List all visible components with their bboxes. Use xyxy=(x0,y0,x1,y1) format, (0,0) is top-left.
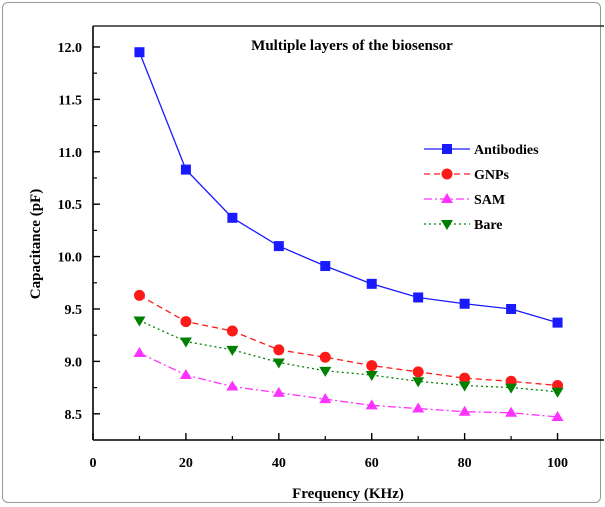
data-point-sam xyxy=(551,410,564,421)
data-point-gnps xyxy=(459,372,471,384)
y-tick-label: 9.5 xyxy=(65,303,83,318)
data-point-antibodies xyxy=(227,212,238,223)
data-point-bare xyxy=(551,387,564,398)
data-point-gnps xyxy=(226,325,238,337)
y-tick-label: 9.0 xyxy=(65,355,83,370)
data-point-bare xyxy=(412,377,425,388)
data-point-antibodies xyxy=(366,278,377,289)
series-line-gnps xyxy=(139,294,558,387)
series-line-antibodies xyxy=(138,51,558,324)
data-point-sam xyxy=(319,393,332,404)
series-line-sam xyxy=(139,352,558,418)
y-tick-label: 12.0 xyxy=(58,41,83,56)
data-point-gnps xyxy=(133,289,145,301)
y-tick-label: 8.5 xyxy=(65,408,83,423)
data-point-antibodies xyxy=(273,241,284,252)
data-point-sam xyxy=(133,347,146,358)
legend: Antibodies GNPs SAM Bare xyxy=(424,143,539,233)
data-point-bare xyxy=(365,371,378,382)
data-point-sam xyxy=(412,402,425,413)
x-tick-label: 40 xyxy=(272,456,286,471)
legend-label: GNPs xyxy=(474,168,510,183)
data-point-sam xyxy=(505,406,518,417)
y-axis-title: Capacitance (pF) xyxy=(28,189,44,299)
data-point-sam xyxy=(272,386,285,397)
axes-layer: 0 20 40 60 80 100 8.5 9.0 9.5 10.0 10.5 11.0 11.5 12.… xyxy=(58,25,604,471)
data-point-antibodies xyxy=(134,47,145,58)
data-point-sam xyxy=(458,405,471,416)
legend-label: Bare xyxy=(474,218,503,233)
data-point-gnps xyxy=(273,344,285,356)
legend-item-antibodies: Antibodies xyxy=(424,143,539,158)
data-point-bare xyxy=(272,358,285,369)
data-point-antibodies xyxy=(180,164,191,175)
data-point-gnps xyxy=(180,316,192,328)
data-point-sam xyxy=(226,380,239,391)
x-tick-label: 80 xyxy=(458,456,472,471)
data-point-sam xyxy=(179,369,192,380)
chart-title: Multiple layers of the biosensor xyxy=(251,38,453,54)
series-sam xyxy=(133,347,564,421)
x-tick-label: 60 xyxy=(365,456,379,471)
data-point-bare xyxy=(226,345,239,356)
x-tick-label: 100 xyxy=(547,456,568,471)
data-point-bare xyxy=(505,383,518,394)
data-point-gnps xyxy=(319,351,331,363)
data-point-bare xyxy=(179,337,192,348)
data-point-bare xyxy=(458,381,471,392)
legend-marker xyxy=(442,144,452,154)
legend-item-sam: SAM xyxy=(424,193,505,208)
legend-label: SAM xyxy=(474,193,505,208)
legend-marker xyxy=(441,220,453,230)
legend-label: Antibodies xyxy=(474,143,539,158)
x-tick-label: 20 xyxy=(179,456,193,471)
data-point-bare xyxy=(133,316,146,327)
y-tick-label: 11.5 xyxy=(58,93,82,108)
legend-item-bare: Bare xyxy=(424,218,503,233)
legend-item-gnps: GNPs xyxy=(424,168,510,183)
data-point-antibodies xyxy=(413,292,424,303)
y-tick-label: 10.5 xyxy=(58,198,83,213)
legend-marker xyxy=(441,193,453,203)
data-point-antibodies xyxy=(552,317,563,328)
series-layer xyxy=(133,47,564,421)
data-point-antibodies xyxy=(320,261,331,272)
y-tick-label: 11.0 xyxy=(58,146,82,161)
series-bare xyxy=(133,316,564,398)
series-line-bare xyxy=(139,319,558,393)
x-axis-title: Frequency (KHz) xyxy=(292,486,404,502)
series-gnps xyxy=(133,289,564,391)
x-tick-label: 0 xyxy=(90,456,97,471)
data-point-bare xyxy=(319,366,332,377)
data-point-antibodies xyxy=(459,298,470,309)
series-antibodies xyxy=(134,47,563,328)
data-point-antibodies xyxy=(506,303,517,314)
data-point-gnps xyxy=(366,360,378,372)
y-tick-label: 10.0 xyxy=(58,251,83,266)
legend-marker xyxy=(441,168,453,180)
figure-frame xyxy=(2,2,601,503)
data-point-gnps xyxy=(412,366,424,378)
data-point-sam xyxy=(365,399,378,410)
